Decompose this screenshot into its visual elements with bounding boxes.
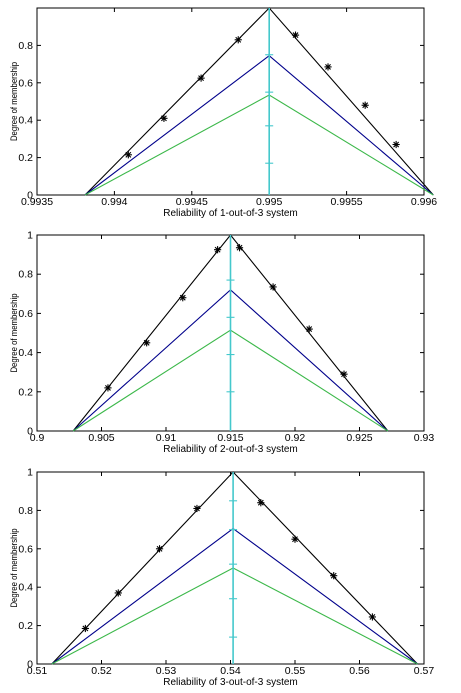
- star-marker: [124, 151, 132, 159]
- y-tick-label: 0.8: [18, 269, 33, 281]
- y-axis-label: Degree of membership: [8, 62, 19, 141]
- x-tick-label: 0.9955: [331, 196, 363, 208]
- star-marker: [160, 114, 168, 122]
- y-tick-label: 0.2: [18, 620, 33, 632]
- y-tick-label: 1: [27, 230, 33, 242]
- star-marker: [340, 370, 348, 378]
- series-line-3: [84, 94, 434, 196]
- star-marker: [179, 294, 187, 302]
- y-tick-label: 0: [27, 659, 33, 671]
- x-tick-label: 0.9935: [21, 196, 53, 208]
- y-tick-label: 0.6: [18, 308, 33, 320]
- y-tick-label: 0.8: [18, 505, 33, 517]
- star-marker: [193, 504, 201, 513]
- y-tick-label: 0.4: [18, 115, 33, 127]
- star-marker: [324, 63, 332, 71]
- x-tick-label: 0.51: [27, 665, 48, 677]
- star-marker: [104, 384, 112, 392]
- star-marker: [143, 339, 151, 347]
- star-marker: [155, 545, 164, 553]
- x-tick-label: 0.55: [285, 665, 306, 677]
- y-tick-label: 0.6: [18, 77, 33, 89]
- chart-3: 0.51 0.52 0.53 0.54 0.55 0.56 0.57 0 0.2 0.4 0.6 0.…: [8, 467, 434, 689]
- y-tick-label: 1: [27, 467, 33, 479]
- y-tick-label: 0.2: [18, 386, 33, 398]
- star-marker: [330, 572, 338, 580]
- x-tick-label: 0.52: [91, 665, 112, 677]
- x-tick-label: 0.56: [349, 665, 370, 677]
- x-axis-label: Reliability of 2-out-of-3 system: [163, 444, 298, 455]
- star-marker: [361, 101, 369, 109]
- x-tick-label: 0.915: [217, 432, 243, 444]
- x-axis-label: Reliability of 3-out-of-3 system: [163, 677, 298, 688]
- series-line-3: [51, 567, 418, 665]
- series-line-2: [51, 527, 418, 665]
- star-marker: [392, 140, 400, 149]
- chart-1: 0.9935 0.994 0.9945 0.995 0.9955 0.996 0 0.2 0.4…: [8, 7, 437, 219]
- star-marker: [368, 613, 376, 621]
- x-tick-label: 0.905: [88, 432, 114, 444]
- y-tick-label: 0: [27, 426, 33, 438]
- y-tick-label: 0.8: [18, 40, 33, 52]
- y-tick-label: 0.2: [18, 152, 33, 164]
- y-tick-label: 0: [27, 190, 33, 202]
- star-marker: [269, 283, 277, 291]
- x-tick-label: 0.53: [156, 665, 177, 677]
- star-marker: [81, 624, 89, 633]
- series-line-2: [84, 54, 434, 196]
- x-tick-label: 0.9945: [176, 196, 208, 208]
- x-tick-label: 0.54: [220, 665, 241, 677]
- x-tick-label: 0.9: [30, 432, 45, 444]
- x-axis-label: Reliability of 1-out-of-3 system: [163, 208, 298, 219]
- x-tick-label: 0.995: [256, 196, 282, 208]
- plot-area: [36, 7, 425, 196]
- y-axis-label: Degree of membership: [8, 528, 19, 607]
- star-marker: [234, 36, 242, 44]
- x-tick-label: 0.92: [285, 432, 306, 444]
- star-marker: [114, 589, 122, 597]
- star-marker: [291, 31, 300, 39]
- x-tick-label: 0.93: [414, 432, 435, 444]
- star-marker: [257, 499, 265, 507]
- y-axis-label: Degree of membership: [8, 293, 19, 372]
- star-marker: [305, 325, 313, 333]
- x-tick-label: 0.91: [156, 432, 177, 444]
- x-tick-label: 0.994: [101, 196, 127, 208]
- chart-2: 0.9 0.905 0.91 0.915 0.92 0.925 0.93 0 0.2 0.4 0.6…: [8, 230, 434, 456]
- x-tick-label: 0.996: [411, 196, 437, 208]
- y-tick-label: 0.6: [18, 543, 33, 555]
- y-tick-label: 0.4: [18, 347, 33, 359]
- star-marker: [214, 246, 222, 254]
- star-marker: [197, 74, 205, 82]
- star-marker: [291, 535, 299, 543]
- y-tick-label: 0.4: [18, 582, 33, 594]
- x-tick-label: 0.925: [346, 432, 372, 444]
- x-tick-label: 0.57: [414, 665, 435, 677]
- star-marker: [235, 244, 244, 252]
